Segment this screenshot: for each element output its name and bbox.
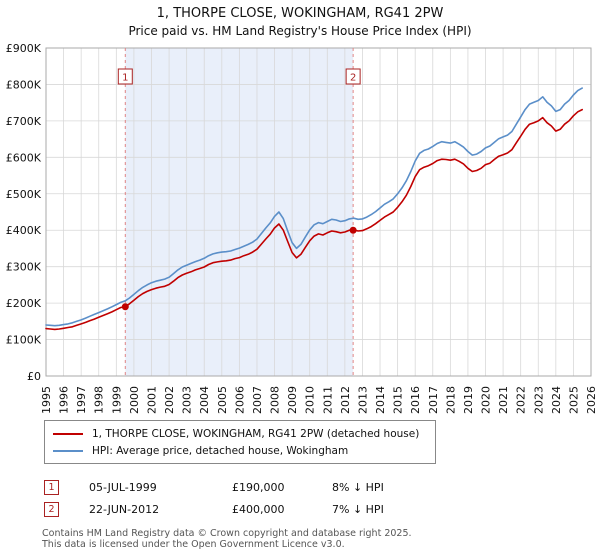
svg-text:1997: 1997 bbox=[75, 386, 88, 414]
svg-text:1995: 1995 bbox=[40, 386, 53, 414]
page-title: 1, THORPE CLOSE, WOKINGHAM, RG41 2PW bbox=[156, 6, 444, 21]
transaction-2-hpi-diff: 7% ↓ HPI bbox=[332, 502, 384, 516]
svg-text:£500K: £500K bbox=[6, 188, 42, 201]
legend-swatch-hpi bbox=[53, 449, 83, 452]
chart-legend: 1, THORPE CLOSE, WOKINGHAM, RG41 2PW (de… bbox=[44, 420, 436, 464]
svg-text:2023: 2023 bbox=[532, 386, 545, 414]
svg-text:2015: 2015 bbox=[392, 386, 405, 414]
svg-text:£900K: £900K bbox=[6, 42, 42, 55]
svg-text:2014: 2014 bbox=[374, 386, 387, 414]
svg-text:£700K: £700K bbox=[6, 115, 42, 128]
svg-text:£800K: £800K bbox=[6, 78, 42, 91]
svg-text:2019: 2019 bbox=[462, 386, 475, 414]
svg-text:1999: 1999 bbox=[110, 386, 123, 414]
transaction-1-price: £190,000 bbox=[232, 480, 285, 494]
svg-text:2006: 2006 bbox=[233, 386, 246, 414]
svg-text:2026: 2026 bbox=[585, 386, 598, 414]
svg-text:2005: 2005 bbox=[216, 386, 229, 414]
svg-text:2018: 2018 bbox=[444, 386, 457, 414]
transaction-1-marker: 1 bbox=[44, 479, 59, 495]
svg-text:2021: 2021 bbox=[497, 386, 510, 414]
svg-text:£100K: £100K bbox=[6, 334, 42, 347]
transaction-2-date: 22-JUN-2012 bbox=[89, 502, 160, 516]
svg-text:1998: 1998 bbox=[93, 386, 106, 414]
svg-text:2024: 2024 bbox=[550, 386, 563, 414]
svg-text:2: 2 bbox=[350, 73, 356, 84]
svg-text:2020: 2020 bbox=[480, 386, 493, 414]
legend-swatch-property bbox=[53, 432, 83, 435]
transaction-row-2: 2 22-JUN-2012 £400,000 7% ↓ HPI bbox=[44, 498, 600, 520]
transaction-1-date: 05-JUL-1999 bbox=[89, 480, 157, 494]
legend-label-hpi: HPI: Average price, detached house, Woki… bbox=[92, 444, 349, 457]
svg-text:2003: 2003 bbox=[181, 386, 194, 414]
svg-text:2009: 2009 bbox=[286, 386, 299, 414]
svg-text:£600K: £600K bbox=[6, 151, 42, 164]
svg-text:2000: 2000 bbox=[128, 386, 141, 414]
price-chart-svg: £0 £100K £200K £300K £400K £500K £600K £700K £80… bbox=[6, 42, 598, 414]
svg-text:£200K: £200K bbox=[6, 297, 42, 310]
transactions-list: 1 05-JUL-1999 £190,000 8% ↓ HPI 2 22-JUN… bbox=[44, 476, 600, 520]
page-subtitle: Price paid vs. HM Land Registry's House … bbox=[128, 24, 472, 38]
transaction-1-hpi-diff: 8% ↓ HPI bbox=[332, 480, 384, 494]
price-chart: £0 £100K £200K £300K £400K £500K £600K £700K £80… bbox=[0, 40, 600, 418]
svg-text:1996: 1996 bbox=[58, 386, 71, 414]
legend-label-property: 1, THORPE CLOSE, WOKINGHAM, RG41 2PW (de… bbox=[92, 427, 420, 440]
svg-text:2004: 2004 bbox=[198, 386, 211, 414]
svg-text:£300K: £300K bbox=[6, 261, 42, 274]
legend-row-property: 1, THORPE CLOSE, WOKINGHAM, RG41 2PW (de… bbox=[53, 425, 427, 442]
svg-text:2001: 2001 bbox=[145, 386, 158, 414]
footer-line-2: This data is licensed under the Open Gov… bbox=[42, 539, 345, 551]
svg-text:2012: 2012 bbox=[339, 386, 352, 414]
footer-line-1: Contains HM Land Registry data © Crown c… bbox=[42, 528, 412, 539]
svg-text:2008: 2008 bbox=[269, 386, 282, 414]
svg-text:£0: £0 bbox=[27, 370, 41, 383]
svg-text:2016: 2016 bbox=[409, 386, 422, 414]
svg-text:2007: 2007 bbox=[251, 386, 264, 414]
copyright-footer: Contains HM Land Registry data © Crown c… bbox=[42, 528, 600, 551]
svg-text:2017: 2017 bbox=[427, 386, 440, 414]
transaction-2-marker: 2 bbox=[44, 501, 59, 517]
legend-row-hpi: HPI: Average price, detached house, Woki… bbox=[53, 442, 427, 459]
svg-text:2022: 2022 bbox=[515, 386, 528, 414]
svg-text:2025: 2025 bbox=[567, 386, 580, 414]
svg-text:2010: 2010 bbox=[304, 386, 317, 414]
svg-text:1: 1 bbox=[122, 73, 128, 84]
svg-text:2013: 2013 bbox=[356, 386, 369, 414]
svg-text:£400K: £400K bbox=[6, 224, 42, 237]
transaction-2-price: £400,000 bbox=[232, 502, 285, 516]
svg-text:2011: 2011 bbox=[321, 386, 334, 414]
transaction-row-1: 1 05-JUL-1999 £190,000 8% ↓ HPI bbox=[44, 476, 600, 498]
svg-text:2002: 2002 bbox=[163, 386, 176, 414]
